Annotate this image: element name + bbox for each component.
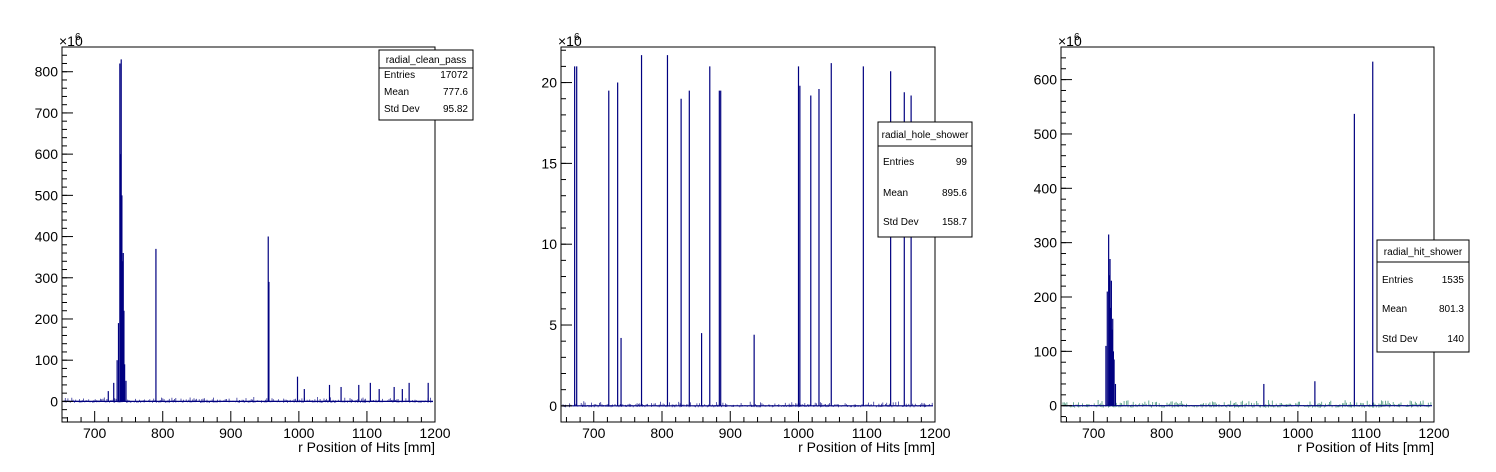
x-tick-label: 1200 bbox=[1418, 425, 1449, 441]
stats-box: radial_clean_pass Entries 17072 Mean 777.6 St… bbox=[378, 49, 474, 121]
stats-box: radial_hit_shower Entries 1535 Mean 801.3 Std… bbox=[1376, 239, 1470, 353]
stats-row-value: 140 bbox=[1447, 334, 1464, 345]
stats-row-value: 801.3 bbox=[1439, 304, 1464, 315]
x-tick-label: 900 bbox=[1218, 425, 1242, 441]
stats-row-value: 158.7 bbox=[942, 217, 967, 228]
histogram-baseline bbox=[1062, 400, 1432, 408]
y-tick-label: 800 bbox=[35, 64, 59, 80]
y-tick-label: 300 bbox=[35, 270, 59, 286]
x-axis-title: r Position of Hits [mm] bbox=[798, 439, 935, 455]
stats-title: radial_clean_pass bbox=[386, 55, 467, 66]
x-tick-label: 1000 bbox=[283, 425, 314, 441]
stats-row-label: Mean bbox=[883, 188, 908, 199]
x-tick-label: 800 bbox=[151, 425, 175, 441]
x-axis-title: r Position of Hits [mm] bbox=[298, 439, 435, 455]
y-tick-label: 200 bbox=[35, 311, 59, 327]
stats-row-value: 99 bbox=[956, 157, 968, 168]
x-tick-label: 1100 bbox=[1351, 425, 1381, 441]
x-tick-label: 1000 bbox=[783, 425, 814, 441]
stats-row-value: 17072 bbox=[440, 70, 468, 81]
stats-box-frame bbox=[1376, 239, 1470, 353]
stats-row-label: Std Dev bbox=[883, 217, 919, 228]
x-tick-label: 1000 bbox=[1282, 425, 1313, 441]
y-multiplier-label: ×10 bbox=[558, 33, 582, 49]
stats-row-label: Entries bbox=[1382, 275, 1413, 286]
y-exponent-label: 6 bbox=[1074, 32, 1080, 43]
y-tick-label: 100 bbox=[1034, 343, 1058, 359]
stats-row-value: 1535 bbox=[1442, 275, 1465, 286]
y-tick-label: 700 bbox=[35, 105, 59, 121]
x-tick-label: 1200 bbox=[419, 425, 450, 441]
x-tick-label: 1100 bbox=[852, 425, 882, 441]
x-tick-label: 900 bbox=[719, 425, 743, 441]
y-tick-label: 5 bbox=[549, 317, 557, 333]
plot-frame bbox=[61, 46, 436, 423]
y-tick-label: 500 bbox=[1034, 126, 1058, 142]
stats-row-label: Mean bbox=[384, 87, 409, 98]
y-tick-label: 600 bbox=[1034, 72, 1058, 88]
y-exponent-label: 6 bbox=[75, 32, 81, 43]
stats-box: radial_hole_shower Entries 99 Mean 895.6 Std … bbox=[877, 121, 973, 238]
stats-row-label: Entries bbox=[883, 157, 914, 168]
x-tick-label: 700 bbox=[83, 425, 107, 441]
y-multiplier-label: ×10 bbox=[1058, 33, 1082, 49]
chart-panel-1: 700 800 900 1000 1100 1200 0 100 200 300 400 500 600… bbox=[35, 32, 474, 455]
y-tick-label: 300 bbox=[1034, 235, 1058, 251]
stats-title: radial_hit_shower bbox=[1384, 247, 1463, 258]
stats-title: radial_hole_shower bbox=[882, 130, 969, 141]
y-tick-label: 0 bbox=[1049, 398, 1057, 414]
x-tick-label: 700 bbox=[1082, 425, 1106, 441]
x-tick-label: 700 bbox=[582, 425, 606, 441]
x-axis-title: r Position of Hits [mm] bbox=[1297, 439, 1434, 455]
stats-row-label: Std Dev bbox=[1382, 334, 1418, 345]
chart-panel-2: 700 800 900 1000 1100 1200 0 5 10 15 20 ×106 r Posit… bbox=[541, 32, 973, 455]
chart-panel-3: 700 800 900 1000 1100 1200 0 100 200 300 400 500 600… bbox=[1034, 32, 1470, 455]
y-multiplier-label: ×10 bbox=[59, 33, 83, 49]
x-tick-label: 1100 bbox=[352, 425, 382, 441]
stats-box-frame bbox=[877, 121, 973, 238]
x-tick-label: 800 bbox=[1150, 425, 1174, 441]
x-tick-label: 900 bbox=[219, 425, 243, 441]
stats-row-value: 895.6 bbox=[942, 188, 967, 199]
y-tick-label: 0 bbox=[50, 393, 58, 409]
y-tick-label: 200 bbox=[1034, 289, 1058, 305]
plot-frame bbox=[1060, 46, 1435, 423]
stats-row-label: Mean bbox=[1382, 304, 1407, 315]
y-tick-label: 20 bbox=[541, 75, 557, 91]
y-tick-label: 600 bbox=[35, 146, 59, 162]
stats-row-label: Std Dev bbox=[384, 104, 420, 115]
stats-row-value: 95.82 bbox=[443, 104, 468, 115]
stats-row-value: 777.6 bbox=[443, 87, 468, 98]
histogram-baseline bbox=[63, 397, 433, 403]
y-tick-label: 10 bbox=[541, 236, 557, 252]
y-tick-label: 15 bbox=[541, 155, 557, 171]
y-tick-label: 100 bbox=[35, 352, 59, 368]
y-tick-label: 500 bbox=[35, 187, 59, 203]
y-tick-label: 400 bbox=[1034, 180, 1058, 196]
stats-row-label: Entries bbox=[384, 70, 415, 81]
y-tick-label: 0 bbox=[549, 398, 557, 414]
y-exponent-label: 6 bbox=[574, 32, 580, 43]
y-tick-label: 400 bbox=[35, 229, 59, 245]
stats-box-frame bbox=[378, 49, 474, 121]
x-tick-label: 800 bbox=[650, 425, 674, 441]
x-tick-label: 1200 bbox=[919, 425, 950, 441]
